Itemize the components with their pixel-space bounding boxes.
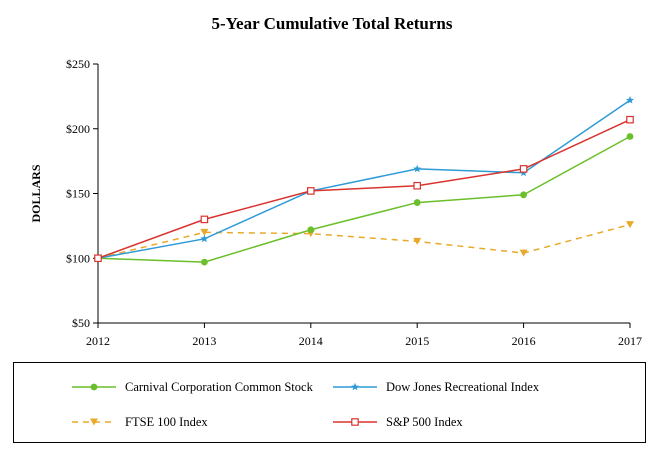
- data-point-carnival-corporation-common-stock: [413, 199, 421, 206]
- data-point-s-p-500-index: [519, 165, 528, 173]
- y-tick-label: $100: [66, 251, 90, 265]
- data-point-carnival-corporation-common-stock: [307, 226, 315, 234]
- legend-marker: [351, 418, 359, 426]
- x-tick-label: 2014: [299, 334, 323, 348]
- data-point-ftse-100-index: [200, 228, 209, 236]
- legend-label: S&P 500 Index: [386, 414, 463, 429]
- data-point-ftse-100-index: [626, 221, 634, 229]
- x-tick-label: 2015: [405, 334, 429, 348]
- series-line-carnival-corporation-common-stock: [97, 135, 631, 263]
- legend-swatch: [333, 382, 377, 391]
- x-tick-label: 2017: [618, 334, 642, 348]
- y-tick-label: $250: [66, 57, 90, 71]
- data-point-dow-jones-recreational-index: [413, 164, 422, 173]
- series-line-s-p-500-index: [97, 119, 631, 259]
- data-point-dow-jones-recreational-index: [200, 234, 209, 243]
- series-line-ftse-100-index: [97, 223, 631, 259]
- y-axis-title: DOLLARS: [29, 164, 43, 222]
- data-point-s-p-500-index: [200, 215, 209, 224]
- data-point-s-p-500-index: [626, 115, 634, 124]
- chart-title: 5-Year Cumulative Total Returns: [211, 14, 453, 33]
- legend-label: Dow Jones Recreational Index: [386, 379, 540, 394]
- data-point-carnival-corporation-common-stock: [520, 191, 527, 199]
- x-tick-label: 2016: [512, 334, 536, 348]
- data-point-s-p-500-index: [413, 181, 422, 190]
- y-tick-label: $150: [66, 187, 90, 201]
- legend-item-s-p-500-index: S&P 500 Index: [332, 413, 463, 431]
- y-tick-label: $50: [72, 316, 90, 330]
- chart-axes: $50 $100 $150 $200 $250 2012 2013 2014 2015 2016 2…: [29, 57, 642, 348]
- series-line-dow-jones-recreational-index: [97, 99, 631, 259]
- data-point-dow-jones-recreational-index: [626, 96, 634, 104]
- legend-swatch: [333, 418, 377, 426]
- legend-swatch: [72, 418, 116, 426]
- legend-label: FTSE 100 Index: [125, 414, 208, 429]
- legend-item-dow-jones-recreational-index: Dow Jones Recreational Index: [332, 378, 539, 396]
- series-layer: [94, 96, 634, 266]
- legend-marker: [90, 383, 98, 391]
- line-chart: $50 $100 $150 $200 $250 2012 2013 2014 2015 2016 2…: [29, 57, 642, 348]
- legend-item-ftse-100-index: FTSE 100 Index: [71, 413, 208, 431]
- legend-item-carnival-corporation-common-stock: Carnival Corporation Common Stock: [71, 378, 313, 396]
- y-tick-label: $200: [66, 122, 90, 136]
- data-point-ftse-100-index: [519, 249, 528, 257]
- data-point-carnival-corporation-common-stock: [201, 258, 208, 266]
- data-point-carnival-corporation-common-stock: [626, 133, 634, 140]
- data-point-s-p-500-index: [94, 254, 102, 263]
- x-tick-label: 2012: [86, 334, 110, 348]
- data-point-ftse-100-index: [413, 237, 422, 245]
- legend-label: Carnival Corporation Common Stock: [125, 379, 313, 394]
- legend: Carnival Corporation Common Stock Dow Jon…: [13, 362, 646, 443]
- legend-marker: [351, 382, 359, 391]
- legend-swatch: [72, 383, 116, 391]
- legend-marker: [90, 418, 98, 426]
- x-tick-label: 2013: [192, 334, 216, 348]
- data-point-s-p-500-index: [307, 187, 315, 195]
